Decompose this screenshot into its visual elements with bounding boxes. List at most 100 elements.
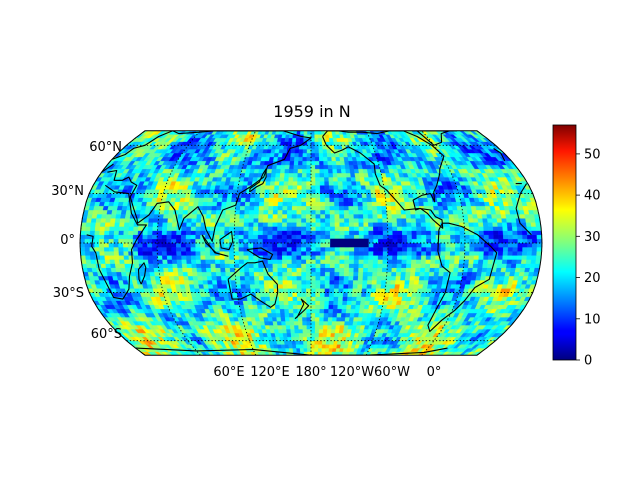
field-cell [377, 218, 383, 223]
field-cell [386, 209, 392, 215]
field-cell [306, 255, 312, 260]
field-cell [166, 234, 172, 240]
field-cell [297, 168, 303, 174]
field-cell [324, 279, 331, 285]
field-cell [243, 226, 249, 231]
field-cell [301, 267, 307, 273]
field-cell [171, 259, 178, 264]
field-cell [253, 209, 260, 215]
field-cell [293, 168, 299, 174]
field-cell [290, 328, 296, 334]
field-cell [244, 213, 250, 219]
field-cell [377, 267, 383, 273]
field-cell [176, 242, 182, 248]
field-cell [127, 238, 134, 244]
field-cell [294, 156, 299, 162]
field-cell [118, 250, 125, 256]
field-cell [310, 250, 316, 256]
field-cell [349, 246, 355, 252]
field-cell [387, 255, 393, 260]
field-cell [447, 209, 454, 215]
field-cell [109, 222, 116, 227]
field-cell [474, 242, 480, 248]
field-cell [418, 201, 425, 207]
field-cell [493, 238, 499, 244]
field-cell [470, 275, 477, 281]
field-cell [268, 284, 275, 289]
field-cell [163, 213, 169, 219]
field-cell [396, 267, 402, 273]
field-cell [319, 300, 325, 305]
field-cell [378, 242, 384, 248]
field-cell [310, 213, 317, 219]
field-cell [386, 218, 393, 223]
field-cell [450, 238, 456, 244]
field-cell [229, 226, 235, 231]
field-cell [306, 328, 312, 334]
field-cell [239, 209, 246, 215]
field-cell [477, 263, 484, 268]
field-cell [315, 226, 321, 231]
field-cell [323, 308, 329, 314]
field-cell [265, 176, 272, 182]
field-cell [253, 213, 260, 219]
field-cell [283, 145, 289, 150]
field-cell [386, 267, 393, 273]
field-cell [263, 284, 270, 289]
field-cell [400, 271, 407, 277]
field-cell [152, 250, 158, 256]
field-cell [260, 185, 266, 190]
field-cell [314, 328, 320, 334]
field-cell [310, 180, 316, 186]
field-cell [348, 205, 354, 211]
field-cell [214, 259, 221, 264]
field-cell [268, 288, 275, 293]
field-cell [243, 255, 249, 260]
field-cell [172, 263, 178, 268]
field-cell [220, 275, 227, 281]
field-cell [123, 222, 130, 227]
field-cell [391, 263, 398, 268]
field-cell [292, 347, 298, 352]
field-cell [327, 164, 333, 170]
field-cell [339, 213, 345, 219]
field-cell [113, 238, 119, 244]
field-cell [468, 222, 475, 227]
field-cell [397, 250, 403, 256]
field-cell [319, 185, 325, 190]
field-cell [335, 156, 341, 162]
field-cell [240, 201, 246, 207]
field-cell [320, 213, 326, 219]
field-cell [168, 209, 175, 215]
field-cell [324, 201, 331, 207]
field-cell [200, 230, 206, 236]
field-cell [298, 324, 304, 330]
field-cell [370, 193, 377, 198]
field-cell [185, 230, 192, 236]
field-cell [363, 246, 369, 252]
field-cell [368, 250, 374, 256]
field-cell [369, 296, 376, 301]
field-cell [291, 340, 297, 345]
field-cell [172, 267, 179, 273]
field-cell [310, 148, 316, 154]
field-cell [99, 226, 106, 231]
field-cell [457, 267, 464, 273]
field-cell [291, 209, 297, 215]
field-cell [176, 255, 182, 260]
field-cell [412, 288, 419, 293]
field-cell [349, 168, 355, 174]
field-cell [322, 328, 328, 334]
field-cell [387, 238, 393, 244]
field-cell [268, 197, 275, 203]
field-cell [323, 168, 329, 174]
field-cell [410, 263, 417, 268]
field-cell [344, 222, 350, 227]
field-cell [390, 279, 396, 285]
field-cell [353, 271, 359, 277]
field-cell [420, 222, 427, 227]
field-cell [289, 164, 295, 170]
field-cell [216, 205, 222, 211]
field-cell [116, 271, 123, 277]
field-cell [337, 296, 344, 301]
